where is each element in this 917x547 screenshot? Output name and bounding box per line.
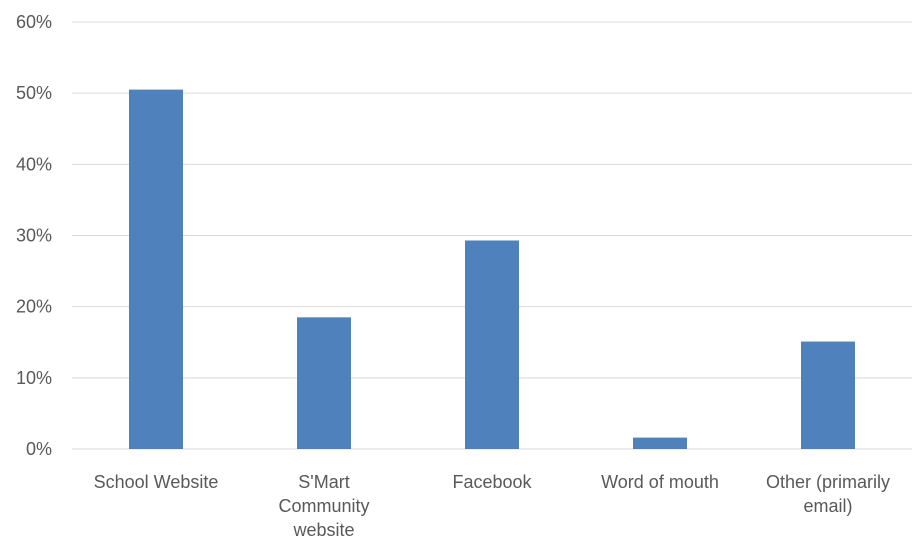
y-tick-label: 50% [16,83,52,103]
y-tick-label: 40% [16,154,52,174]
y-tick-label: 20% [16,297,52,317]
y-tick-label: 0% [26,439,52,459]
bar-school-website [129,89,183,449]
bar-s-mart-community-website [297,317,351,449]
x-category-label-line: S'Mart [298,472,349,492]
x-category-label: Facebook [452,472,532,492]
bars [129,89,855,449]
x-category-label: S'Mart Community website [278,472,369,540]
x-category-label: Other (primarily email) [766,472,890,516]
bar-facebook [465,240,519,449]
x-category-label-line: School Website [94,472,219,492]
x-category-label-line: website [292,520,354,540]
y-tick-label: 10% [16,368,52,388]
x-category-label-line: Community [278,496,369,516]
x-category-label-line: email) [803,496,852,516]
x-category-label-line: Other (primarily [766,472,890,492]
x-category-label-line: Word of mouth [601,472,719,492]
y-axis-tick-labels: 0% 10% 20% 30% 40% 50% 60% [16,12,52,459]
y-tick-label: 60% [16,12,52,32]
x-axis-category-labels: School Website S'Mart Community website Face… [94,472,890,540]
bar-word-of-mouth [633,437,687,449]
x-category-label: School Website [94,472,219,492]
y-tick-label: 30% [16,226,52,246]
bar-other-primarily-email [801,341,855,449]
x-category-label: Word of mouth [601,472,719,492]
x-category-label-line: Facebook [452,472,532,492]
